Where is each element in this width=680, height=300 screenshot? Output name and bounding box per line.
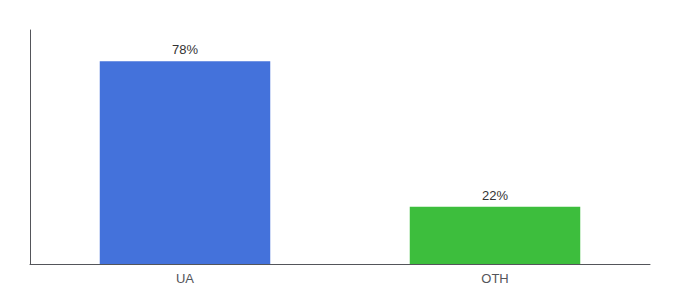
- svg-text:UA: UA: [176, 271, 194, 286]
- svg-text:22%: 22%: [482, 188, 508, 203]
- svg-text:78%: 78%: [172, 42, 198, 57]
- svg-text:OTH: OTH: [481, 271, 508, 286]
